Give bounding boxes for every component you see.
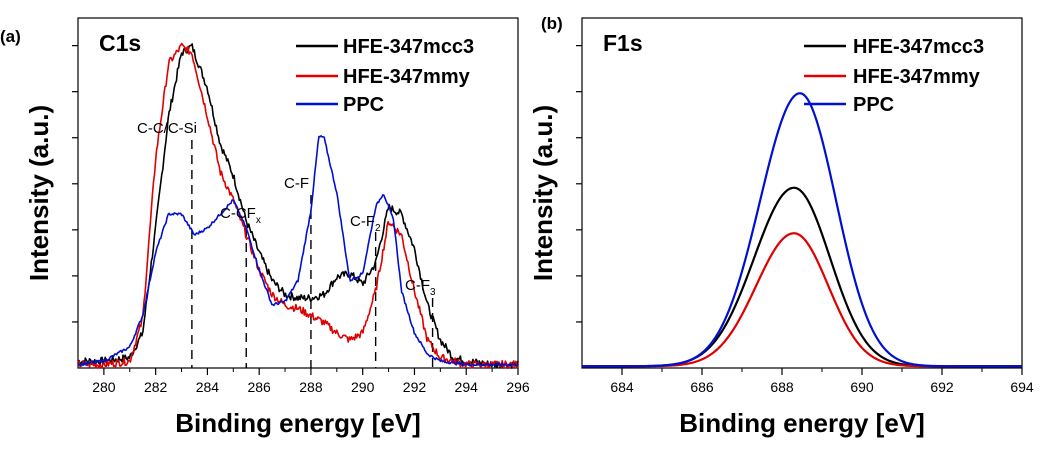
y-axis-ticks-b: [576, 45, 582, 323]
annotation-c-f2: C-F2: [350, 213, 381, 234]
panel-label-a: (a): [0, 27, 21, 46]
panel-title-b: F1s: [603, 30, 643, 56]
legend-a: HFE-347mcc3 HFE-347mmy PPC: [296, 36, 474, 116]
plot-frame-a: [77, 17, 519, 369]
a-x-tick-label: 292: [403, 379, 427, 395]
annotation-guides-a: [191, 140, 434, 368]
x-axis-ticks-a: 280 282 284 286 288 290 292 294 296: [92, 368, 530, 395]
legend-label-a-1: HFE-347mmy: [343, 66, 471, 88]
a-x-tick-label: 286: [247, 379, 271, 395]
panel-label-b: (b): [541, 14, 563, 33]
series-line-ppc: [77, 135, 519, 367]
b-x-tick-label: 686: [690, 379, 714, 395]
legend-label-b-0: HFE-347mcc3: [853, 36, 984, 58]
annotation-c-f3: C-F3: [405, 277, 436, 298]
series-line-hfe-347mmy: [582, 232, 1022, 368]
legend-label-a-0: HFE-347mcc3: [343, 36, 474, 58]
annotation-c-f2-sub: 2: [375, 223, 381, 234]
annotation-c-f2-text: C-F: [350, 213, 375, 230]
x-axis-ticks-b: 684 686 688 690 692 694: [610, 368, 1034, 395]
series-line-ppc: [582, 92, 1022, 368]
panel-f1s: (b) F1s 684 686 688 690 692 694 HFE-347mcc3 H…: [528, 14, 1034, 438]
y-axis-label-a: Intensity (a.u.): [24, 105, 54, 281]
panel-c1s: (a) C1s 280 282 284 286 288 290 292 294 296 HFE-…: [0, 17, 530, 438]
annotation-c-cfx-text: C-CF: [220, 205, 256, 222]
b-x-tick-label: 684: [610, 379, 634, 395]
plot-frame-b: [581, 17, 1023, 369]
b-x-tick-label: 688: [770, 379, 794, 395]
annotation-c-f3-sub: 3: [430, 287, 436, 298]
legend-b: HFE-347mcc3 HFE-347mmy PPC: [804, 36, 984, 116]
a-x-tick-label: 288: [299, 379, 323, 395]
a-x-tick-label: 284: [196, 379, 220, 395]
legend-label-a-2: PPC: [343, 94, 384, 116]
series-group-b: [582, 92, 1022, 368]
b-x-tick-label: 692: [930, 379, 954, 395]
a-x-tick-label: 282: [144, 379, 168, 395]
legend-label-b-2: PPC: [853, 94, 894, 116]
legend-label-b-1: HFE-347mmy: [853, 66, 981, 88]
y-axis-ticks-a: [72, 45, 78, 323]
series-line-hfe-347mcc3: [582, 186, 1022, 368]
annotation-c-f: C-F: [284, 175, 309, 192]
series-line-hfe-347mcc3: [77, 43, 519, 369]
b-x-tick-label: 690: [850, 379, 874, 395]
a-x-tick-label: 296: [506, 379, 530, 395]
annotation-c-c-c-si: C-C/C-Si: [137, 120, 197, 137]
annotation-c-cfx: C-CFx: [220, 205, 261, 226]
b-x-tick-label: 694: [1010, 379, 1034, 395]
annotation-c-cfx-sub: x: [256, 215, 261, 226]
y-axis-label-b: Intensity (a.u.): [528, 105, 558, 281]
x-axis-label-a: Binding energy [eV]: [175, 408, 421, 438]
annotation-c-f3-text: C-F: [405, 277, 430, 294]
a-x-tick-label: 280: [92, 379, 116, 395]
series-group-a: [77, 42, 519, 369]
a-x-tick-label: 290: [351, 379, 375, 395]
x-axis-label-b: Binding energy [eV]: [679, 408, 925, 438]
a-x-tick-label: 294: [455, 379, 479, 395]
panel-title-a: C1s: [99, 30, 141, 56]
